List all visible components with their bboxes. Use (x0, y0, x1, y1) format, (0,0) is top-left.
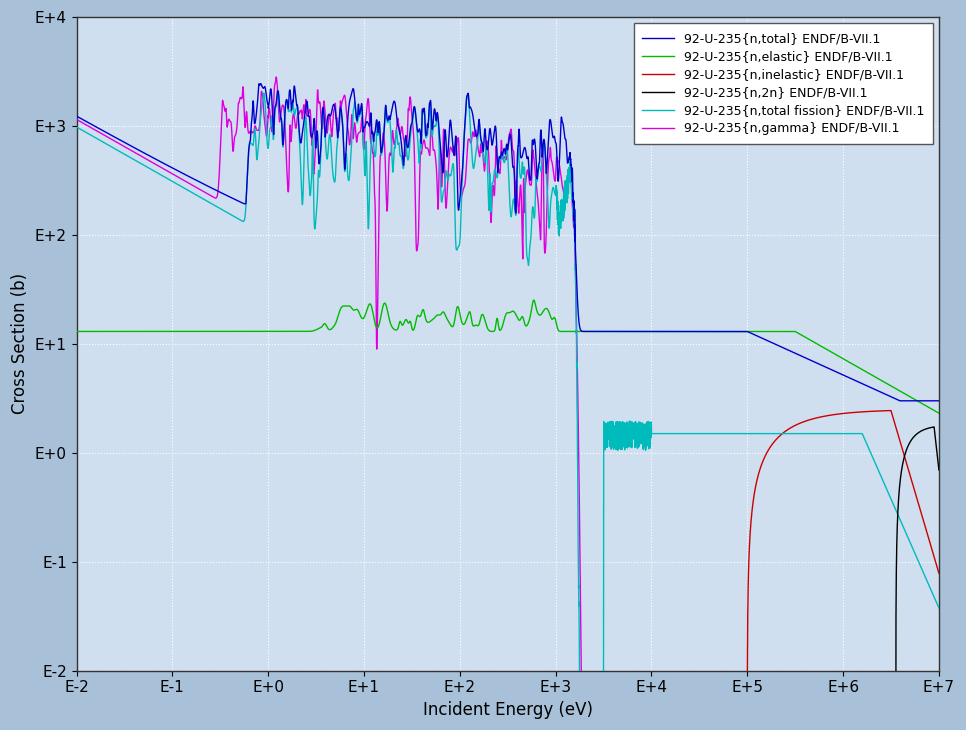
Line: 92-U-235{n,gamma} ENDF/B-VII.1: 92-U-235{n,gamma} ENDF/B-VII.1 (76, 77, 939, 704)
92-U-235{n,total} ENDF/B-VII.1 (114, 136, 126, 145)
92-U-235{n,total} ENDF/B-VII.1 (933, 396, 945, 405)
92-U-235{n,total} ENDF/B-VII.1 (710, 327, 722, 336)
92-U-235{n,total} ENDF/B-VII.1 (756, 334, 768, 342)
Line: 92-U-235{n,total fission} ENDF/B-VII.1: 92-U-235{n,total fission} ENDF/B-VII.1 (76, 93, 939, 720)
92-U-235{n,total fission} ENDF/B-VII.1 (756, 429, 768, 438)
92-U-235{n,elastic} ENDF/B-VII.1 (756, 327, 768, 336)
92-U-235{n,gamma} ENDF/B-VII.1 (71, 115, 82, 124)
Line: 92-U-235{n,total} ENDF/B-VII.1: 92-U-235{n,total} ENDF/B-VII.1 (76, 84, 939, 401)
92-U-235{n,total fission} ENDF/B-VII.1 (619, 426, 631, 435)
92-U-235{n,elastic} ENDF/B-VII.1 (618, 327, 630, 336)
92-U-235{n,total} ENDF/B-VII.1 (618, 327, 630, 336)
92-U-235{n,elastic} ENDF/B-VII.1 (710, 327, 722, 336)
92-U-235{n,total fission} ENDF/B-VII.1 (582, 702, 593, 710)
Line: 92-U-235{n,elastic} ENDF/B-VII.1: 92-U-235{n,elastic} ENDF/B-VII.1 (76, 300, 939, 413)
92-U-235{n,gamma} ENDF/B-VII.1 (933, 699, 945, 708)
92-U-235{n,elastic} ENDF/B-VII.1 (528, 296, 540, 304)
92-U-235{n,total fission} ENDF/B-VII.1 (114, 147, 126, 156)
92-U-235{n,total fission} ENDF/B-VII.1 (71, 123, 82, 131)
92-U-235{n,elastic} ENDF/B-VII.1 (933, 409, 945, 418)
92-U-235{n,gamma} ENDF/B-VII.1 (576, 699, 587, 708)
Line: 92-U-235{n,inelastic} ENDF/B-VII.1: 92-U-235{n,inelastic} ENDF/B-VII.1 (76, 410, 939, 730)
92-U-235{n,elastic} ENDF/B-VII.1 (383, 312, 394, 321)
92-U-235{n,inelastic} ENDF/B-VII.1 (933, 569, 945, 577)
Legend: 92-U-235{n,total} ENDF/B-VII.1, 92-U-235{n,elastic} ENDF/B-VII.1, 92-U-235{n,ine: 92-U-235{n,total} ENDF/B-VII.1, 92-U-235… (634, 23, 932, 144)
92-U-235{n,2n} ENDF/B-VII.1 (928, 423, 940, 431)
92-U-235{n,gamma} ENDF/B-VII.1 (756, 699, 768, 708)
92-U-235{n,elastic} ENDF/B-VII.1 (114, 327, 126, 336)
Line: 92-U-235{n,2n} ENDF/B-VII.1: 92-U-235{n,2n} ENDF/B-VII.1 (76, 427, 939, 730)
92-U-235{n,elastic} ENDF/B-VII.1 (582, 327, 593, 336)
92-U-235{n,2n} ENDF/B-VII.1 (933, 466, 945, 474)
92-U-235{n,total} ENDF/B-VII.1 (71, 112, 82, 120)
92-U-235{n,total fission} ENDF/B-VII.1 (933, 604, 945, 612)
92-U-235{n,total fission} ENDF/B-VII.1 (581, 715, 592, 724)
92-U-235{n,total fission} ENDF/B-VII.1 (258, 89, 270, 98)
Y-axis label: Cross Section (b): Cross Section (b) (12, 273, 29, 415)
92-U-235{n,inelastic} ENDF/B-VII.1 (756, 459, 768, 468)
92-U-235{n,total} ENDF/B-VII.1 (384, 112, 395, 121)
92-U-235{n,gamma} ENDF/B-VII.1 (582, 699, 593, 708)
92-U-235{n,total} ENDF/B-VII.1 (895, 396, 906, 405)
92-U-235{n,gamma} ENDF/B-VII.1 (619, 699, 631, 708)
92-U-235{n,gamma} ENDF/B-VII.1 (114, 139, 126, 148)
92-U-235{n,total fission} ENDF/B-VII.1 (384, 115, 395, 123)
92-U-235{n,elastic} ENDF/B-VII.1 (71, 327, 82, 336)
92-U-235{n,inelastic} ENDF/B-VII.1 (885, 406, 896, 415)
92-U-235{n,gamma} ENDF/B-VII.1 (710, 699, 722, 708)
92-U-235{n,total} ENDF/B-VII.1 (255, 80, 267, 88)
X-axis label: Incident Energy (eV): Incident Energy (eV) (423, 701, 593, 719)
92-U-235{n,total fission} ENDF/B-VII.1 (710, 429, 722, 438)
92-U-235{n,total} ENDF/B-VII.1 (582, 327, 593, 336)
92-U-235{n,gamma} ENDF/B-VII.1 (270, 72, 282, 81)
92-U-235{n,gamma} ENDF/B-VII.1 (384, 159, 395, 168)
